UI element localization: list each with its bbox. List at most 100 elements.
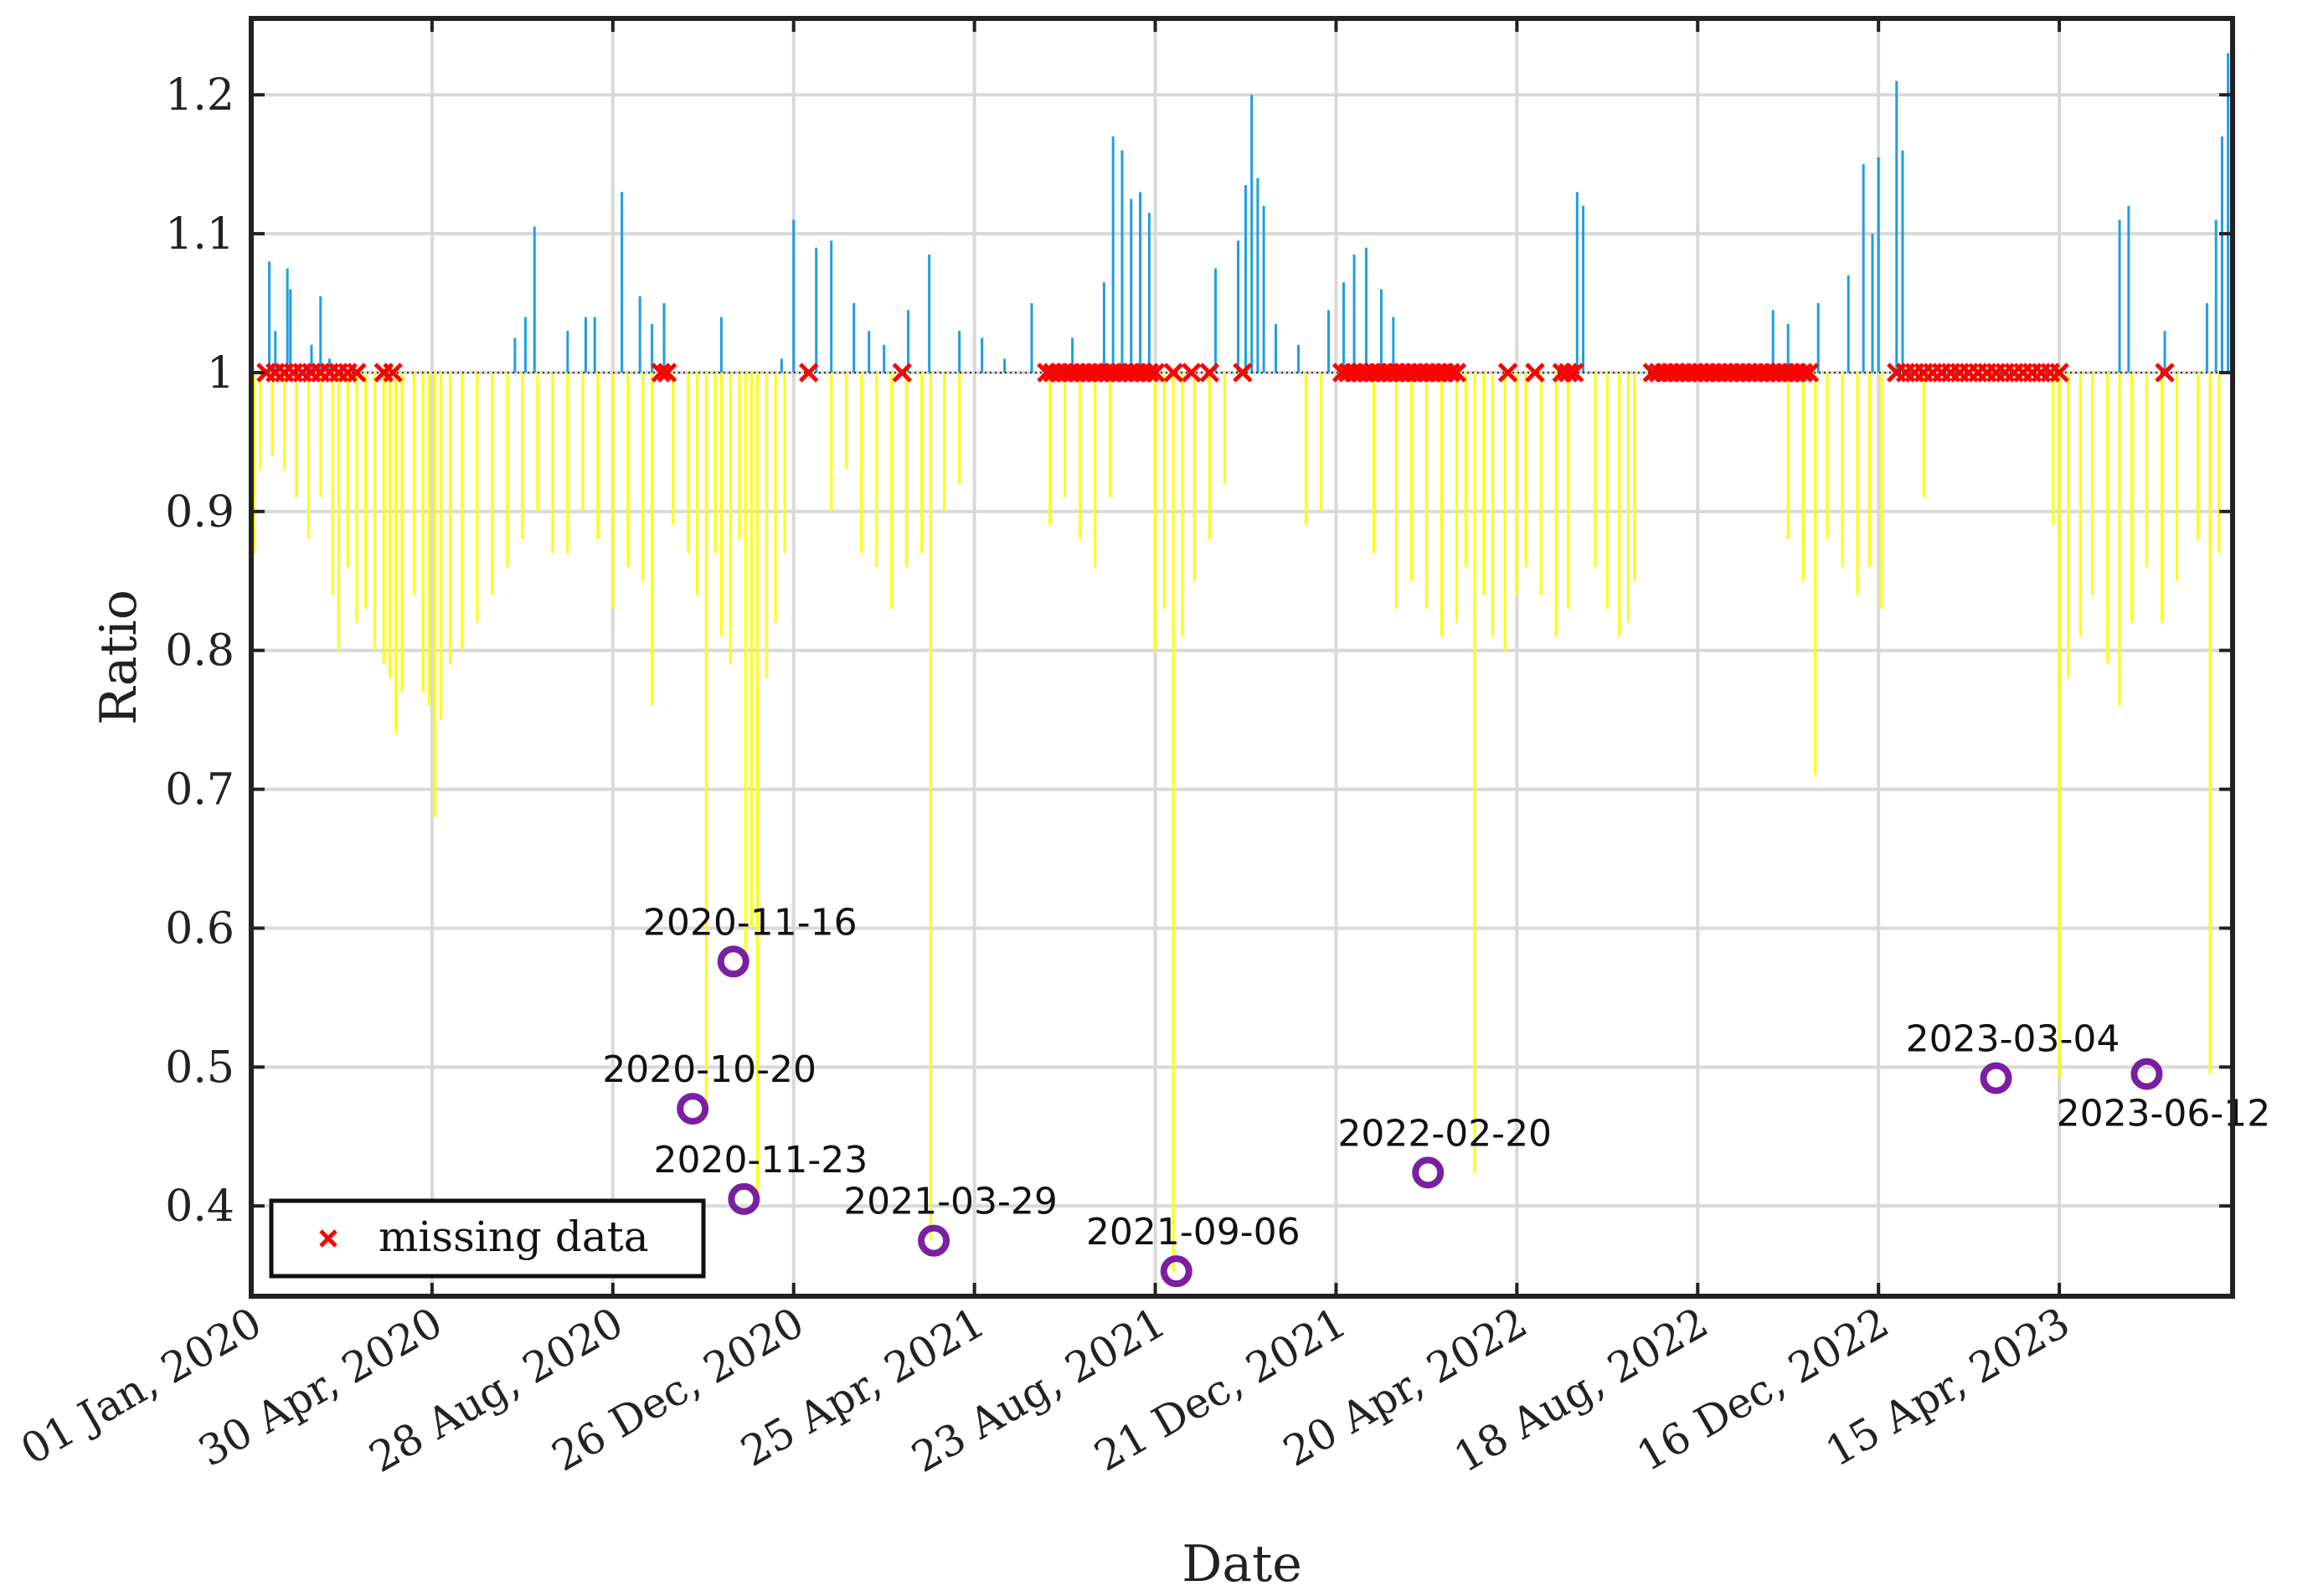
ratio-bar <box>1786 323 1790 373</box>
ratio-bar <box>2091 372 2094 595</box>
ratio-bar <box>1244 185 1247 373</box>
missing-data-marker <box>1199 363 1220 383</box>
ratio-bar <box>1539 372 1543 595</box>
ratio-bar <box>1154 372 1157 651</box>
marker-stroke <box>1793 363 1813 383</box>
ratio-bar <box>1515 372 1518 595</box>
ratio-bar <box>1120 150 1124 373</box>
ratio-bar <box>1319 372 1322 512</box>
ratio-bar <box>1030 303 1033 373</box>
ratio-bar <box>1296 344 1300 373</box>
ratio-bar <box>400 372 404 692</box>
ratio-bar <box>2175 372 2178 581</box>
ratio-bar <box>1352 254 1356 373</box>
ratio-bar <box>672 372 675 526</box>
ratio-bar <box>943 372 946 512</box>
ratio-bar <box>596 372 600 540</box>
marker-stroke <box>651 363 672 383</box>
event-label: 2023-03-04 <box>1906 1018 2120 1061</box>
ratio-bar <box>792 219 796 373</box>
ratio-bar <box>662 303 666 373</box>
ratio-bar <box>1256 178 1259 373</box>
ratio-bar <box>883 344 886 373</box>
y-axis-title: Ratio <box>90 589 148 725</box>
ratio-bar <box>1304 372 1307 526</box>
ratio-bar <box>513 337 517 373</box>
legend-label: missing data <box>379 1212 649 1261</box>
missing-data-marker <box>1163 363 1183 383</box>
ratio-bar <box>270 372 274 456</box>
event-label: 2021-09-06 <box>1086 1211 1301 1254</box>
ratio-bar <box>815 247 818 373</box>
ratio-bar <box>1394 372 1398 609</box>
ratio-bar <box>382 372 385 665</box>
missing-data-marker <box>319 1229 337 1248</box>
ratio-bar <box>2218 372 2221 553</box>
y-tick-label: 0.8 <box>165 626 234 677</box>
missing-data-marker <box>657 363 677 383</box>
ratio-bar <box>713 372 717 553</box>
ratio-bar <box>1214 268 1218 373</box>
y-tick-label: 0.9 <box>165 487 234 538</box>
ratio-bar <box>1618 372 1621 637</box>
missing-data-markers <box>256 363 2175 383</box>
ratio-bar <box>1079 372 1082 540</box>
legend-missing-marker <box>319 1229 337 1248</box>
ratio-bar <box>1901 150 1904 373</box>
marker-stroke <box>2049 363 2069 383</box>
ratio-bar <box>2130 372 2133 623</box>
y-tick-label: 0.7 <box>165 765 234 816</box>
event-label: 2020-11-23 <box>653 1139 868 1182</box>
ratio-bar <box>1172 372 1175 1272</box>
ratio-bar <box>1491 372 1495 637</box>
ratio-bar <box>1826 372 1829 540</box>
ratio-bar <box>421 372 425 692</box>
ratio-bar <box>651 323 654 373</box>
ratio-bar <box>1575 192 1579 373</box>
ratio-bar <box>1003 358 1007 373</box>
marker-stroke <box>1558 363 1579 383</box>
missing-data-marker <box>892 363 913 383</box>
ratio-bar <box>306 372 310 540</box>
missing-data-marker <box>1181 363 1202 383</box>
ratio-bar <box>2208 372 2212 1074</box>
ratio-bar <box>1102 282 1105 373</box>
ratio-bar <box>434 372 437 817</box>
ratio-bar <box>1071 337 1074 373</box>
ratio-bar <box>1633 372 1636 581</box>
ratio-bar <box>373 372 377 651</box>
ratio-bar <box>744 372 747 962</box>
ratio-bar <box>1473 372 1476 1173</box>
ratio-bar <box>319 372 322 498</box>
ratio-bar <box>319 296 322 373</box>
ratio-bar <box>394 372 398 734</box>
ratio-bar <box>533 226 536 373</box>
y-axis-ticks: 0.4 0.5 0.6 0.7 0.8 0.9 1 1.1 1.2 <box>165 70 2233 1232</box>
marker-stroke <box>1440 363 1460 383</box>
ratio-bar <box>1237 240 1240 373</box>
ratio-bar <box>1567 372 1570 609</box>
ratio-bar <box>641 372 645 581</box>
y-tick-label: 0.5 <box>165 1043 234 1093</box>
ratio-bar <box>310 344 313 373</box>
ratio-bar <box>2127 205 2130 373</box>
ratio-bar <box>1064 372 1067 498</box>
missing-data-marker <box>1558 363 1579 383</box>
ratio-bar <box>2118 219 2121 373</box>
marker-stroke <box>798 363 819 383</box>
ratio-bar <box>1786 372 1790 540</box>
ratio-bar <box>830 372 833 512</box>
ratio-bar <box>928 254 931 373</box>
ratio-bar <box>1130 198 1133 373</box>
ratio-bar <box>2163 331 2166 373</box>
ratio-bar <box>1801 372 1805 581</box>
y-tick-label: 1.2 <box>165 70 234 121</box>
missing-data-marker <box>1233 363 1253 383</box>
ratio-bar <box>845 372 848 471</box>
missing-data-marker <box>1799 363 1820 383</box>
ratio-bar <box>2160 372 2163 623</box>
ratio-bar <box>875 372 878 568</box>
missing-data-marker <box>798 363 819 383</box>
ratio-bar <box>1162 372 1166 609</box>
marker-stroke <box>319 1229 337 1248</box>
